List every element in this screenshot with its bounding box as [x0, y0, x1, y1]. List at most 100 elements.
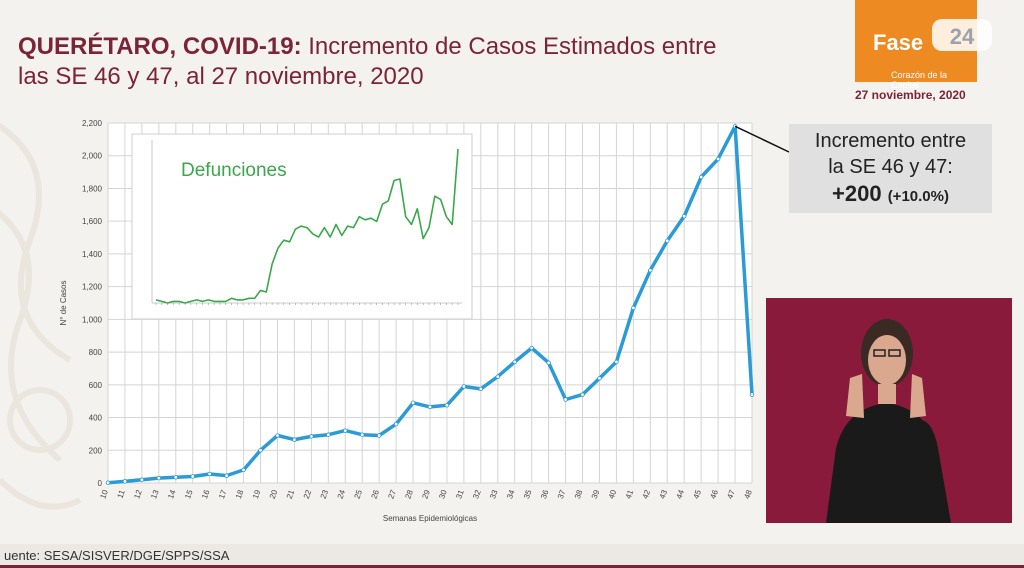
- x-tick-label: 28: [403, 488, 415, 500]
- cases-data-point: [715, 156, 721, 162]
- logo-text: Fase: [873, 30, 924, 55]
- cases-data-point: [258, 448, 263, 453]
- cases-data-point: [698, 174, 704, 180]
- y-tick-label: 600: [89, 381, 103, 390]
- y-axis-label: N° de Casos: [59, 281, 68, 326]
- x-tick-label: 22: [302, 488, 314, 500]
- page-title: QUERÉTARO, COVID-19: Incremento de Casos…: [18, 32, 818, 92]
- y-tick-label: 2,200: [82, 119, 103, 128]
- x-tick-label: 20: [268, 488, 280, 500]
- cases-data-point: [614, 359, 619, 365]
- cases-data-point: [122, 479, 128, 484]
- cases-data-point: [139, 477, 145, 482]
- title-line2: las SE 46 y 47, al 27 noviembre, 2020: [18, 63, 424, 90]
- y-tick-label: 1,400: [82, 250, 103, 259]
- svg-text:24: 24: [950, 24, 975, 49]
- cases-data-point: [376, 433, 382, 438]
- x-tick-label: 45: [692, 488, 704, 500]
- x-tick-label: 25: [353, 488, 365, 500]
- sign-language-interpreter: [766, 298, 1012, 523]
- cases-data-point: [427, 404, 433, 410]
- x-tick-label: 43: [658, 488, 670, 500]
- y-tick-label: 1,000: [82, 315, 103, 324]
- x-tick-label: 29: [420, 488, 432, 500]
- cases-data-point: [580, 392, 585, 397]
- x-tick-label: 12: [132, 488, 144, 500]
- x-tick-label: 18: [234, 488, 246, 500]
- cases-data-point: [393, 421, 399, 427]
- x-tick-label: 15: [183, 488, 195, 500]
- x-tick-label: 35: [522, 488, 534, 500]
- x-tick-label: 19: [251, 488, 263, 500]
- x-tick-label: 42: [641, 488, 653, 500]
- channel-logo-icon: 24: [932, 19, 992, 51]
- x-tick-label: 39: [590, 488, 602, 500]
- x-tick-label: 40: [607, 488, 619, 500]
- source-footer: uente: SESA/SISVER/DGE/SPPS/SSA: [0, 544, 1024, 568]
- y-tick-label: 1,200: [82, 283, 103, 292]
- cases-data-point: [360, 432, 365, 437]
- callout-percent: (+10.0%): [887, 188, 949, 205]
- callout-line2: la SE 46 y 47:: [828, 156, 953, 178]
- cases-data-point: [444, 403, 450, 408]
- cases-data-point: [173, 475, 178, 480]
- x-tick-label: 44: [675, 488, 687, 500]
- callout-connector: [734, 125, 790, 153]
- cases-data-point: [512, 359, 517, 365]
- deaths-series-line: [155, 149, 459, 304]
- y-tick-label: 800: [89, 348, 103, 357]
- y-tick-label: 1,800: [82, 184, 103, 193]
- cases-data-point: [292, 437, 297, 442]
- cases-data-point: [546, 360, 551, 365]
- x-axis-label: Semanas Epidemiológicas: [383, 514, 477, 523]
- cases-data-point: [190, 474, 195, 479]
- x-tick-label: 24: [336, 488, 348, 500]
- x-tick-label: 34: [505, 488, 517, 500]
- callout-value: +200 (+10.0%): [789, 180, 992, 211]
- x-tick-label: 41: [624, 488, 636, 500]
- callout-line1: Incremento entre: [814, 130, 967, 152]
- cases-data-point: [682, 214, 687, 219]
- increment-callout: Incremento entre la SE 46 y 47: +200 (+1…: [789, 124, 992, 213]
- interpreter-figure-icon: [826, 319, 951, 523]
- x-tick-label: 38: [573, 488, 585, 500]
- logo-subtitle: Corazón de la Capital: [891, 70, 948, 90]
- x-tick-label: 33: [488, 488, 500, 500]
- cases-data-point: [309, 434, 314, 439]
- x-tick-label: 11: [116, 488, 127, 499]
- cases-data-point: [224, 473, 229, 478]
- cases-data-point: [343, 428, 348, 433]
- cases-data-point: [495, 374, 500, 379]
- cases-data-point: [156, 475, 162, 481]
- x-tick-label: 32: [471, 488, 483, 500]
- inset-chart-title: Defunciones: [181, 160, 287, 181]
- cases-data-point: [563, 397, 568, 402]
- x-tick-label: 23: [319, 488, 331, 500]
- x-tick-label: 10: [98, 488, 110, 500]
- x-tick-label: 27: [386, 488, 398, 500]
- cases-data-point: [749, 392, 755, 397]
- x-tick-label: 14: [166, 488, 178, 500]
- cases-data-point: [665, 238, 670, 244]
- x-tick-label: 21: [285, 488, 297, 500]
- cases-data-point: [326, 432, 331, 437]
- title-bold: QUERÉTARO, COVID-19:: [18, 33, 302, 60]
- y-tick-label: 2,000: [82, 152, 103, 161]
- y-tick-label: 200: [89, 446, 103, 455]
- cases-data-point: [241, 467, 246, 473]
- y-tick-label: 0: [98, 479, 103, 488]
- y-tick-label: 400: [89, 414, 103, 423]
- x-tick-label: 26: [370, 488, 382, 500]
- x-tick-label: 48: [742, 488, 754, 500]
- x-tick-label: 30: [437, 488, 449, 500]
- cases-data-point: [597, 376, 602, 381]
- callout-increase: +200: [832, 181, 882, 206]
- background-pattern: [0, 122, 82, 510]
- x-tick-label: 17: [217, 488, 229, 500]
- fase-logo: Fase Corazón de la Capital: [855, 0, 977, 90]
- cases-data-point: [207, 471, 212, 477]
- cases-data-point: [105, 480, 111, 485]
- cases-data-point: [478, 386, 484, 392]
- cases-data-point: [631, 305, 636, 311]
